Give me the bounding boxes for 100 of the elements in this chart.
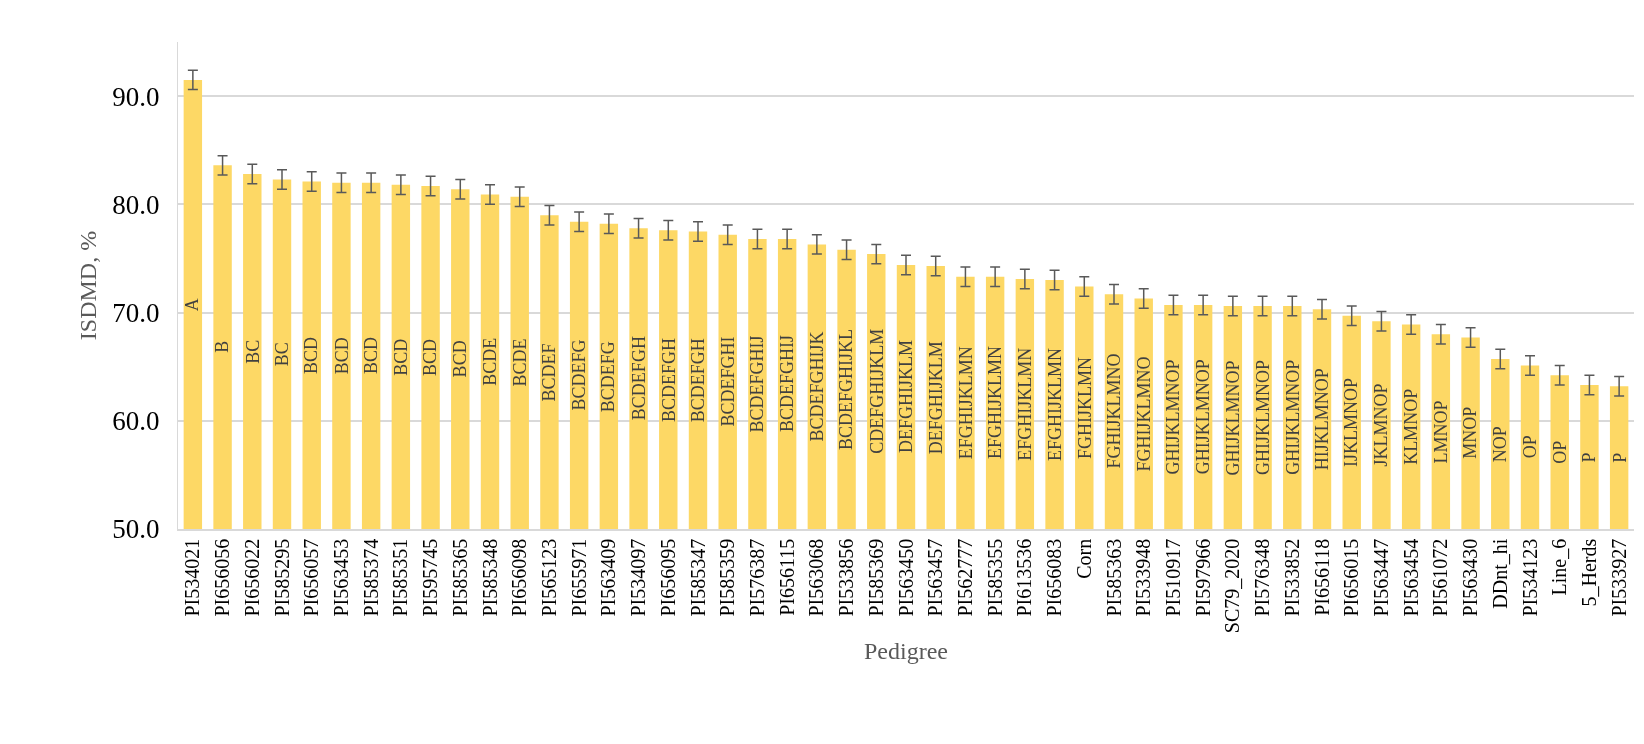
x-tick-label: PI563454 xyxy=(1399,538,1422,617)
data-label: EFGHIJKLMN xyxy=(985,346,1006,460)
x-tick-label: PI656056 xyxy=(211,538,234,617)
x-tick-label: PI563453 xyxy=(329,538,352,617)
x-tick-label: PI562777 xyxy=(953,538,976,617)
x-tick-label: PI656095 xyxy=(656,538,679,617)
x-tick-label: PI585355 xyxy=(983,538,1006,617)
data-label: EFGHIJKLMN xyxy=(955,346,976,460)
data-label: EFGHIJKLMN xyxy=(1045,348,1066,462)
x-tick-label: PI563450 xyxy=(894,538,917,617)
x-tick-label: PI597966 xyxy=(1191,538,1214,617)
x-tick-label: PI656057 xyxy=(300,538,323,617)
x-tick-label: DDnt_hi xyxy=(1488,538,1511,609)
x-tick-label: PI563430 xyxy=(1459,538,1482,617)
data-label: GHIJKLMNOP xyxy=(1193,359,1214,475)
data-label: A xyxy=(182,298,203,312)
x-tick-label: PI585295 xyxy=(270,538,293,617)
x-tick-label: PI534123 xyxy=(1518,538,1541,617)
x-tick-label: 5_Herds xyxy=(1577,538,1600,607)
y-tick-label: 90.0 xyxy=(112,81,160,112)
x-tick-label: Corn xyxy=(1072,538,1095,579)
data-label: OP xyxy=(1519,435,1540,459)
data-label: BC xyxy=(242,339,263,364)
data-label: FGHIJKLMN xyxy=(1074,357,1095,460)
x-tick-label: PI585348 xyxy=(478,538,501,617)
x-tick-label: PI534097 xyxy=(627,538,650,617)
data-label: BCDEFGH xyxy=(629,336,649,421)
data-label: LMNOP xyxy=(1431,400,1452,464)
x-tick-label: SC79_2020 xyxy=(1221,538,1244,634)
x-tick-label: PI585374 xyxy=(359,538,382,617)
x-axis-title: Pedigree xyxy=(864,638,948,665)
y-axis-title: ISDMD, % xyxy=(75,230,102,341)
data-label: BCD xyxy=(390,338,411,376)
y-tick-label: 80.0 xyxy=(112,189,160,220)
data-label: GHIJKLMNOP xyxy=(1253,360,1274,476)
x-tick-label: PI576387 xyxy=(745,538,768,617)
x-tick-label: PI613536 xyxy=(1013,538,1036,617)
data-label: BCDE xyxy=(509,338,530,387)
x-tick-label: PI585351 xyxy=(389,538,412,617)
x-tick-label: PI655971 xyxy=(567,538,590,617)
x-tick-label: PI585359 xyxy=(716,538,739,617)
x-tick-label: PI510917 xyxy=(1161,538,1184,617)
data-label: BCDEFGHI xyxy=(717,336,738,427)
x-tick-label: PI656115 xyxy=(775,538,798,616)
data-label: BCDEFGHIJ xyxy=(777,335,798,433)
data-label: GHIJKLMNOP xyxy=(1163,359,1184,475)
data-label: BCDEFGH xyxy=(658,337,679,422)
data-label: BCD xyxy=(361,336,382,374)
data-label: BCDEFGHIJKL xyxy=(836,328,857,450)
x-tick-label: PI563068 xyxy=(805,538,828,617)
data-label: P xyxy=(1609,452,1630,463)
data-label: EFGHIJKLMN xyxy=(1014,347,1035,461)
data-label: P xyxy=(1579,452,1600,463)
x-tick-label: PI656015 xyxy=(1340,538,1363,617)
data-label: BCD xyxy=(450,340,471,378)
data-label: B xyxy=(212,340,233,353)
data-label: IJKLMNOP xyxy=(1341,378,1362,468)
x-tick-label: PI563409 xyxy=(597,538,620,617)
x-tick-label: PI533856 xyxy=(835,538,858,617)
data-label: NOP xyxy=(1490,426,1511,463)
data-label: BCDEFG xyxy=(598,341,619,413)
x-tick-label: PI656083 xyxy=(1043,538,1066,617)
y-tick-label: 50.0 xyxy=(112,514,160,545)
x-tick-label: PI565123 xyxy=(537,538,560,617)
data-label: KLMNOP xyxy=(1401,388,1422,465)
x-tick-label: PI534021 xyxy=(181,538,204,617)
x-tick-label: PI585365 xyxy=(448,538,471,617)
data-label: HIJKLMNOP xyxy=(1311,368,1332,471)
x-tick-label: PI656118 xyxy=(1310,538,1333,616)
data-label: BCDEFGHIJK xyxy=(807,331,828,442)
x-tick-label: PI585347 xyxy=(686,538,709,617)
x-tick-label: PI533852 xyxy=(1280,538,1303,617)
data-label: BCDEF xyxy=(539,343,560,402)
data-label: BCDEFG xyxy=(568,339,589,411)
data-label: BCD xyxy=(301,336,322,375)
data-label: GHIJKLMNOP xyxy=(1223,360,1244,476)
y-tick-label: 70.0 xyxy=(112,298,160,329)
data-label: BC xyxy=(271,342,292,367)
data-label: CDEFGHIJKLM xyxy=(866,328,887,454)
x-tick-label: Line_6 xyxy=(1548,538,1571,596)
x-tick-label: PI656098 xyxy=(508,538,531,617)
x-tick-label: PI585363 xyxy=(1102,538,1125,617)
data-label: MNOP xyxy=(1460,406,1481,459)
data-label: BCDEFGH xyxy=(687,338,708,423)
x-tick-label: PI533927 xyxy=(1607,538,1630,617)
data-label: DEFGHIJKLM xyxy=(896,339,917,453)
data-label: DEFGHIJKLM xyxy=(926,341,947,455)
x-tick-label: PI563457 xyxy=(924,538,947,617)
x-tick-label: PI576348 xyxy=(1251,538,1274,617)
data-label: FGHIJKLMNO xyxy=(1104,353,1125,469)
data-label: BCD xyxy=(331,337,352,375)
y-tick-label: 60.0 xyxy=(112,406,160,437)
data-label: GHIJKLMNOP xyxy=(1282,359,1303,475)
data-label: FGHIJKLMNO xyxy=(1133,356,1154,472)
data-label: OP xyxy=(1549,440,1570,464)
data-label: JKLMNOP xyxy=(1371,383,1392,467)
data-label: BCD xyxy=(420,339,441,377)
x-tick-label: PI585369 xyxy=(864,538,887,617)
x-tick-label: PI595745 xyxy=(419,538,442,617)
x-tick-label: PI533948 xyxy=(1132,538,1155,617)
